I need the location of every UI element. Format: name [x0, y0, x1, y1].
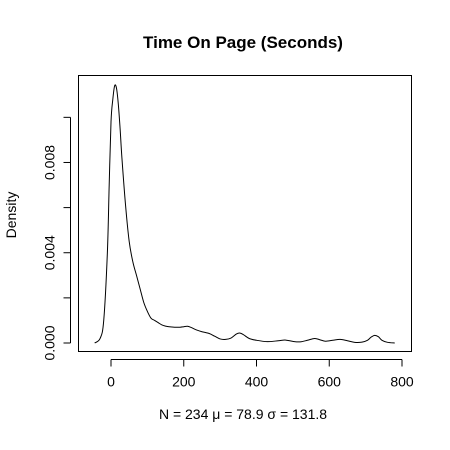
chart-title: Time On Page (Seconds) — [143, 33, 343, 52]
x-tick-label: 400 — [245, 374, 269, 390]
series-layer — [94, 84, 395, 344]
density-curve — [94, 84, 395, 344]
y-tick-label: 0.000 — [42, 325, 58, 360]
y-axis-label: Density — [3, 192, 19, 239]
x-tick-label: 0 — [107, 374, 115, 390]
y-tick-label: 0.004 — [42, 235, 58, 270]
plot-area-box — [78, 75, 412, 352]
y-tick-label: 0.008 — [42, 145, 58, 180]
x-tick-label: 600 — [318, 374, 342, 390]
y-axis: 0.000 0.004 0.008 — [42, 116, 71, 361]
x-axis-label: N = 234 μ = 78.9 σ = 131.8 — [159, 406, 327, 422]
x-axis: 0 200 400 600 800 — [107, 359, 414, 390]
x-tick-label: 200 — [172, 374, 196, 390]
x-tick-label: 800 — [390, 374, 414, 390]
